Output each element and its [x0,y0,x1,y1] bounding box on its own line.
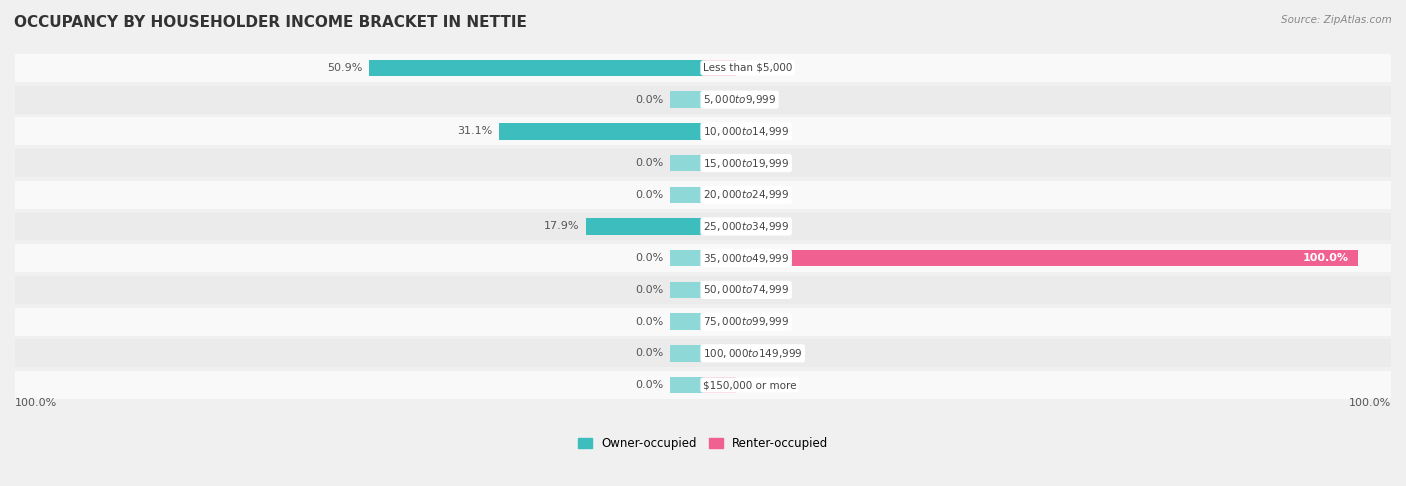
Text: 0.0%: 0.0% [742,380,770,390]
Bar [15,276,1391,304]
Text: 0.0%: 0.0% [742,158,770,168]
Bar [703,123,735,139]
Bar [370,60,703,76]
Bar [703,313,735,330]
Bar [671,282,703,298]
Text: 0.0%: 0.0% [636,190,664,200]
Text: 100.0%: 100.0% [15,398,58,408]
Text: Source: ZipAtlas.com: Source: ZipAtlas.com [1281,15,1392,25]
Bar [15,308,1391,335]
Text: $35,000 to $49,999: $35,000 to $49,999 [703,252,789,265]
Bar [499,123,703,139]
Bar [671,250,703,266]
Text: $25,000 to $34,999: $25,000 to $34,999 [703,220,789,233]
Text: 0.0%: 0.0% [636,158,664,168]
Bar [15,86,1391,114]
Legend: Owner-occupied, Renter-occupied: Owner-occupied, Renter-occupied [578,437,828,451]
Bar [703,187,735,203]
Text: Less than $5,000: Less than $5,000 [703,63,793,73]
Bar [671,187,703,203]
Text: $50,000 to $74,999: $50,000 to $74,999 [703,283,789,296]
Text: $15,000 to $19,999: $15,000 to $19,999 [703,156,789,170]
Text: 17.9%: 17.9% [544,222,579,231]
Bar [15,118,1391,145]
Text: $150,000 or more: $150,000 or more [703,380,797,390]
Bar [671,345,703,362]
Bar [15,149,1391,177]
Text: 0.0%: 0.0% [742,348,770,358]
Text: 0.0%: 0.0% [742,316,770,327]
Bar [703,250,1358,266]
Text: $75,000 to $99,999: $75,000 to $99,999 [703,315,789,328]
Text: 100.0%: 100.0% [1302,253,1348,263]
Text: $100,000 to $149,999: $100,000 to $149,999 [703,347,803,360]
Text: 0.0%: 0.0% [742,222,770,231]
Text: 0.0%: 0.0% [742,285,770,295]
Bar [703,377,735,393]
Bar [671,313,703,330]
Bar [703,282,735,298]
Text: $20,000 to $24,999: $20,000 to $24,999 [703,188,789,201]
Text: $10,000 to $14,999: $10,000 to $14,999 [703,125,789,138]
Bar [703,60,735,76]
Text: 0.0%: 0.0% [742,190,770,200]
Text: 0.0%: 0.0% [636,380,664,390]
Bar [671,155,703,171]
Text: 0.0%: 0.0% [636,95,664,104]
Text: 0.0%: 0.0% [636,253,664,263]
Text: 50.9%: 50.9% [328,63,363,73]
Text: 0.0%: 0.0% [636,348,664,358]
Text: 0.0%: 0.0% [636,316,664,327]
Bar [703,155,735,171]
Bar [15,339,1391,367]
Bar [671,377,703,393]
Bar [15,181,1391,208]
Bar [703,218,735,235]
Bar [586,218,703,235]
Bar [15,371,1391,399]
Text: 0.0%: 0.0% [742,95,770,104]
Bar [703,91,735,108]
Text: 0.0%: 0.0% [742,126,770,137]
Bar [15,212,1391,241]
Bar [15,244,1391,272]
Text: 0.0%: 0.0% [636,285,664,295]
Text: 100.0%: 100.0% [1348,398,1391,408]
Text: 31.1%: 31.1% [457,126,492,137]
Bar [15,54,1391,82]
Text: OCCUPANCY BY HOUSEHOLDER INCOME BRACKET IN NETTIE: OCCUPANCY BY HOUSEHOLDER INCOME BRACKET … [14,15,527,30]
Text: 0.0%: 0.0% [742,63,770,73]
Text: $5,000 to $9,999: $5,000 to $9,999 [703,93,776,106]
Bar [671,91,703,108]
Bar [703,345,735,362]
